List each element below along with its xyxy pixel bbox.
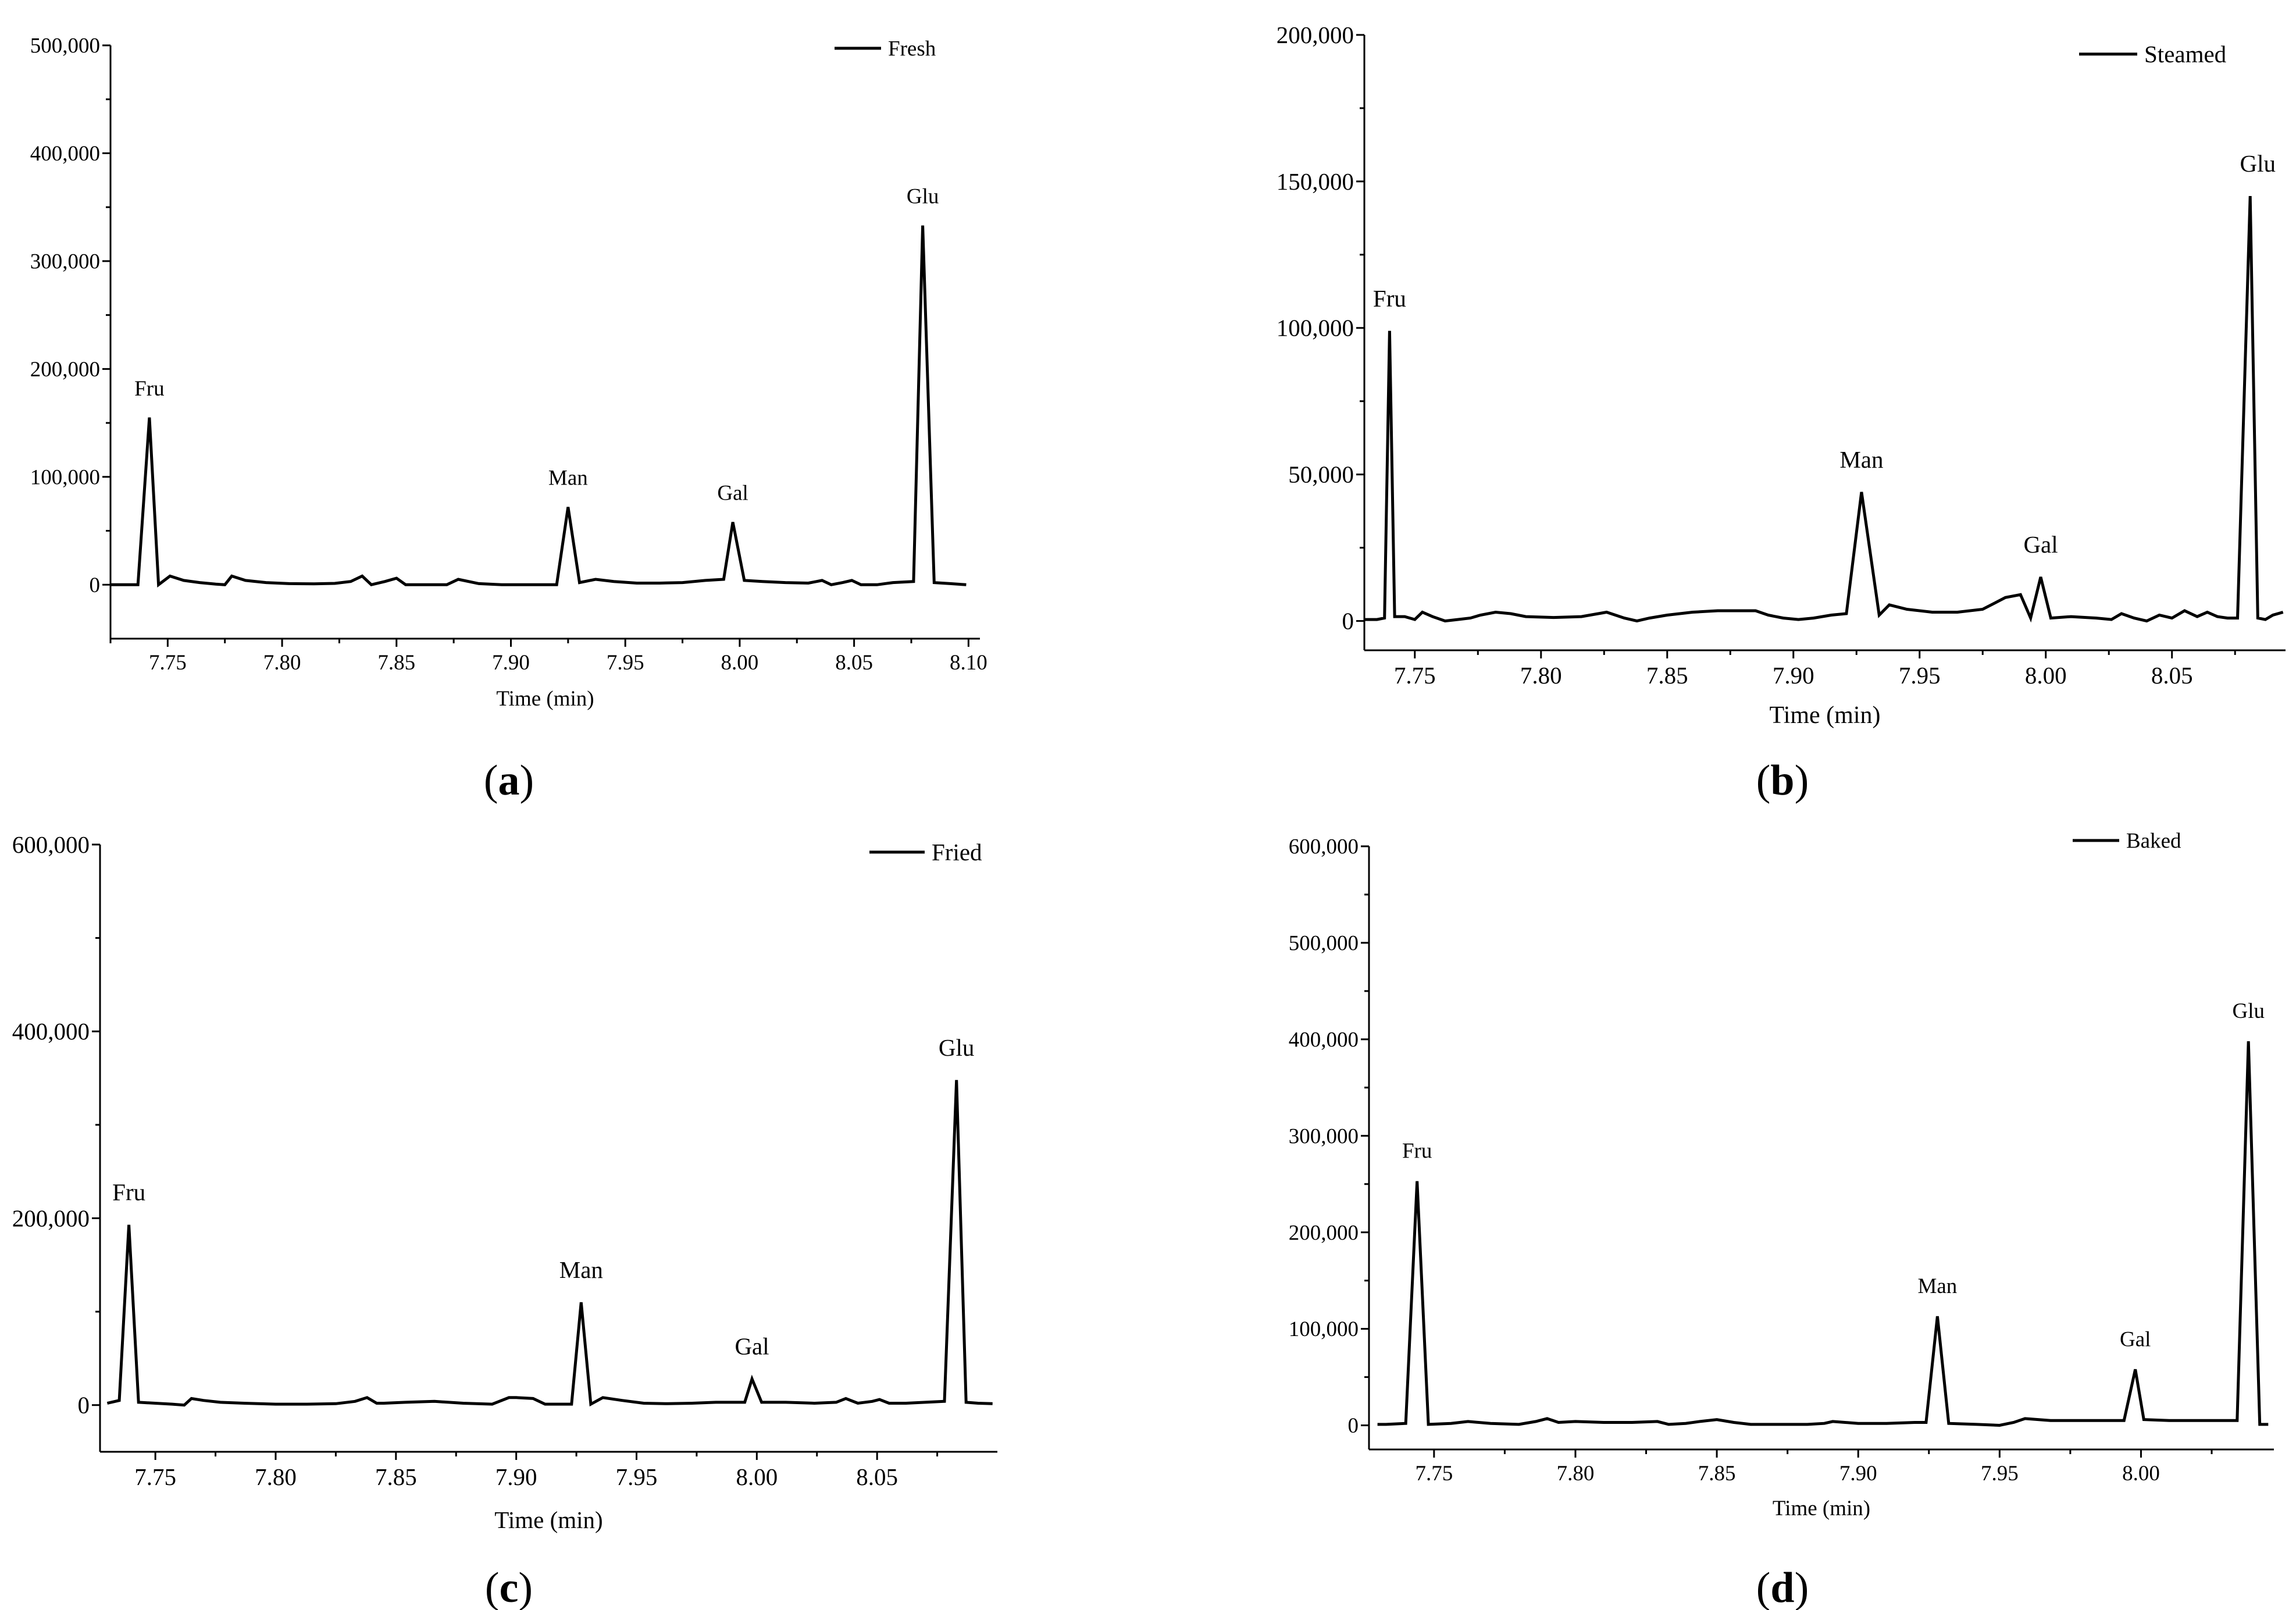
y-tick-label: 100,000: [30, 465, 100, 489]
legend-label: Baked: [2126, 829, 2181, 853]
x-axis-label: Time (min): [1770, 702, 1881, 729]
peak-label-glu: Glu: [907, 185, 939, 209]
y-tick-label: 100,000: [1289, 1317, 1359, 1341]
legend-label: Fried: [932, 839, 982, 865]
x-tick-label: 8.00: [721, 651, 759, 675]
peak-label-fru: Fru: [134, 377, 164, 401]
panel-label: (c): [485, 1564, 533, 1610]
y-tick-label: 0: [1342, 608, 1354, 635]
peak-label-fru: Fru: [1373, 285, 1406, 312]
y-tick-label: 600,000: [12, 831, 90, 858]
legend-label: Steamed: [2144, 41, 2226, 67]
panel-letter: a: [498, 757, 520, 804]
peak-label-gal: Gal: [2023, 531, 2058, 558]
y-tick-label: 500,000: [30, 34, 100, 58]
y-tick-label: 0: [78, 1392, 90, 1419]
x-tick-label: 7.95: [1899, 662, 1941, 689]
panel-paren: (: [485, 1564, 500, 1610]
panel-paren: ): [520, 757, 534, 804]
y-tick-label: 0: [1348, 1414, 1359, 1438]
peak-label-fru: Fru: [1402, 1139, 1432, 1163]
panel-label: (b): [1756, 757, 1809, 804]
panel-letter: b: [1770, 757, 1794, 804]
x-tick-label: 7.80: [255, 1463, 297, 1490]
panel-letter: d: [1770, 1564, 1794, 1610]
panel-a: 0 100,000 200,000 300,000 400,000 500,000 7.75…: [30, 34, 987, 804]
x-tick-label: 7.85: [1646, 662, 1688, 689]
x-tick-label: 7.95: [1981, 1462, 2019, 1486]
x-tick-label: 7.75: [149, 651, 187, 675]
x-tick-label: 8.10: [950, 651, 987, 675]
x-tick-label: 7.80: [1557, 1462, 1595, 1486]
x-tick-label: 8.05: [835, 651, 873, 675]
y-tick-label: 200,000: [30, 358, 100, 382]
x-tick-label: 7.80: [1520, 662, 1562, 689]
y-tick-label: 100,000: [1277, 315, 1354, 341]
x-tick-label: 7.85: [1698, 1462, 1736, 1486]
y-tick-label: 300,000: [1289, 1124, 1359, 1148]
x-tick-label: 7.90: [1839, 1462, 1877, 1486]
y-tick-label: 200,000: [1277, 22, 1354, 48]
peak-label-gal: Gal: [2120, 1327, 2151, 1351]
panel-paren: (: [1756, 757, 1771, 804]
peak-label-man: Man: [1839, 446, 1883, 473]
y-tick-label: 200,000: [12, 1205, 90, 1231]
y-tick-label: 150,000: [1277, 168, 1354, 195]
peak-label-fru: Fru: [112, 1179, 145, 1206]
panel-paren: ): [1795, 757, 1809, 804]
legend-label: Fresh: [888, 37, 936, 61]
x-tick-label: 7.80: [263, 651, 301, 675]
peak-label-glu: Glu: [939, 1034, 975, 1061]
x-axis-label: Time (min): [494, 1506, 602, 1533]
panel-label: (d): [1756, 1564, 1809, 1610]
x-tick-label: 7.75: [134, 1463, 176, 1490]
x-tick-label: 8.05: [856, 1463, 898, 1490]
x-axis-label: Time (min): [1773, 1497, 1870, 1520]
x-tick-label: 8.00: [2122, 1462, 2160, 1486]
panel-letter: c: [500, 1564, 519, 1610]
peak-label-gal: Gal: [717, 482, 748, 505]
y-tick-label: 500,000: [1289, 932, 1359, 956]
panel-label: (a): [484, 757, 534, 804]
panel-c: 0 200,000 400,000 600,000 7.75 7.80 7.85 7.90 7.…: [12, 831, 997, 1610]
x-tick-label: 7.75: [1415, 1462, 1453, 1486]
y-tick-label: 400,000: [30, 142, 100, 166]
panel-paren: ): [518, 1564, 533, 1610]
peak-label-man: Man: [559, 1256, 603, 1283]
peak-label-glu: Glu: [2232, 999, 2265, 1023]
y-tick-label: 0: [90, 574, 101, 597]
y-tick-label: 50,000: [1288, 461, 1354, 488]
series-line-fresh: [110, 225, 967, 588]
panel-paren: (: [1756, 1564, 1771, 1610]
series-line-baked: [1377, 1041, 2269, 1427]
y-tick-label: 400,000: [1289, 1028, 1359, 1052]
x-tick-label: 7.95: [616, 1463, 658, 1490]
x-tick-label: 7.95: [607, 651, 644, 675]
panel-paren: (: [484, 757, 498, 804]
panel-paren: ): [1795, 1564, 1809, 1610]
x-axis-label: Time (min): [496, 687, 594, 711]
series-line-steamed: [1364, 196, 2284, 623]
y-tick-label: 600,000: [1289, 835, 1359, 859]
x-tick-label: 7.90: [495, 1463, 537, 1490]
y-tick-label: 300,000: [30, 250, 100, 273]
peak-label-man: Man: [1917, 1274, 1957, 1298]
x-tick-label: 7.85: [375, 1463, 417, 1490]
peak-label-glu: Glu: [2240, 150, 2276, 177]
series-line-fried: [106, 1080, 993, 1407]
y-tick-label: 400,000: [12, 1018, 90, 1045]
panel-b: 0 50,000 100,000 150,000 200,000 7.75 7.80 7.85…: [1277, 22, 2286, 804]
peak-label-gal: Gal: [735, 1333, 769, 1360]
peak-label-man: Man: [548, 466, 588, 490]
x-tick-label: 7.90: [492, 651, 530, 675]
x-tick-label: 8.05: [2151, 662, 2193, 689]
x-tick-label: 7.90: [1773, 662, 1814, 689]
x-tick-label: 7.85: [377, 651, 415, 675]
panel-d: 0 100,000 200,000 300,000 400,000 500,000 600,…: [1289, 829, 2274, 1610]
y-tick-label: 200,000: [1289, 1221, 1359, 1245]
x-tick-label: 7.75: [1394, 662, 1436, 689]
x-tick-label: 8.00: [736, 1463, 778, 1490]
x-tick-label: 8.00: [2025, 662, 2067, 689]
